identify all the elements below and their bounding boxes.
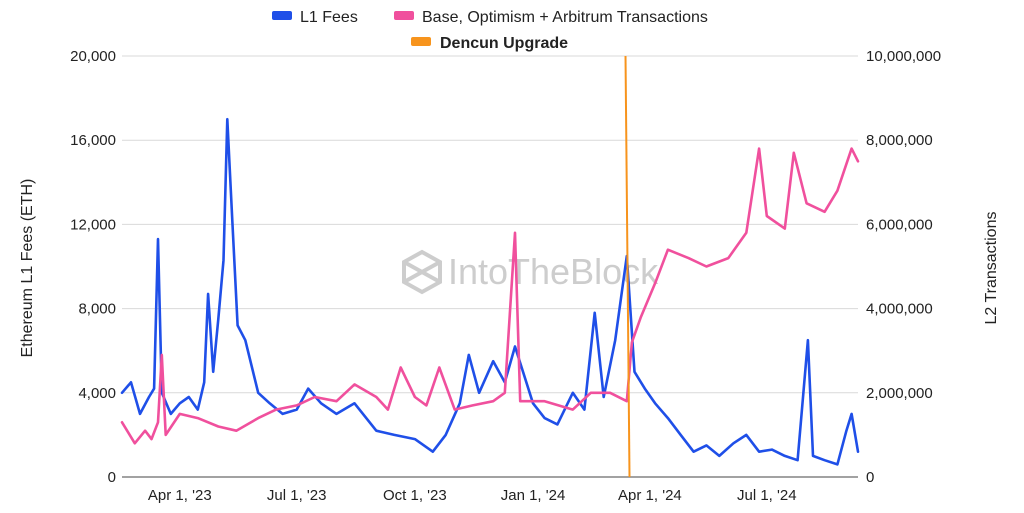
legend-item-l2-transactions: Base, Optimism + Arbitrum Transactions — [394, 9, 708, 26]
y-left-tick-label: 4,000 — [78, 385, 116, 402]
gridlines — [122, 55, 858, 478]
x-tick-label: Jul 1, '23 — [267, 487, 327, 504]
series-layer — [120, 117, 860, 466]
legend-swatch-dencun — [411, 37, 431, 46]
legend: L1 Fees Base, Optimism + Arbitrum Transa… — [272, 9, 708, 52]
y-right-tick-label: 8,000,000 — [866, 132, 933, 149]
y-right-tick-label: 2,000,000 — [866, 385, 933, 402]
y-left-tick-label: 16,000 — [70, 132, 116, 149]
y-axis-right-title: L2 Transactions — [983, 212, 1000, 325]
x-tick-label: Apr 1, '23 — [148, 487, 212, 504]
legend-label-dencun: Dencun Upgrade — [440, 35, 568, 52]
dencun-upgrade-marker — [624, 55, 631, 478]
x-tick-label: Apr 1, '24 — [618, 487, 682, 504]
legend-item-l1-fees: L1 Fees — [272, 9, 358, 26]
y-axis-right: 0 2,000,000 4,000,000 6,000,000 8,000,000 10,… — [866, 48, 941, 486]
y-right-tick-label: 10,000,000 — [866, 48, 941, 65]
x-axis: Apr 1, '23 Jul 1, '23 Oct 1, '23 Jan 1, '24… — [148, 487, 797, 504]
y-left-tick-label: 12,000 — [70, 216, 116, 233]
y-right-tick-label: 4,000,000 — [866, 301, 933, 318]
legend-item-dencun: Dencun Upgrade — [411, 35, 568, 52]
x-tick-label: Oct 1, '23 — [383, 487, 447, 504]
series-line-l2-transactions — [120, 147, 860, 445]
y-axis-left-title: Ethereum L1 Fees (ETH) — [19, 179, 36, 358]
y-right-tick-label: 6,000,000 — [866, 216, 933, 233]
y-right-tick-label: 0 — [866, 469, 874, 486]
legend-label-l2-transactions: Base, Optimism + Arbitrum Transactions — [422, 9, 708, 26]
y-left-tick-label: 20,000 — [70, 48, 116, 65]
legend-swatch-l2-transactions — [394, 11, 414, 20]
watermark: IntoTheBlock — [402, 249, 659, 295]
marker-layer — [624, 55, 631, 478]
y-left-tick-label: 8,000 — [78, 301, 116, 318]
series-line-l1-fees — [120, 117, 860, 466]
y-axis-left: 0 4,000 8,000 12,000 16,000 20,000 — [70, 48, 116, 486]
legend-label-l1-fees: L1 Fees — [300, 9, 358, 26]
y-left-tick-label: 0 — [108, 469, 116, 486]
legend-swatch-l1-fees — [272, 11, 292, 20]
x-tick-label: Jul 1, '24 — [737, 487, 797, 504]
x-tick-label: Jan 1, '24 — [501, 487, 566, 504]
